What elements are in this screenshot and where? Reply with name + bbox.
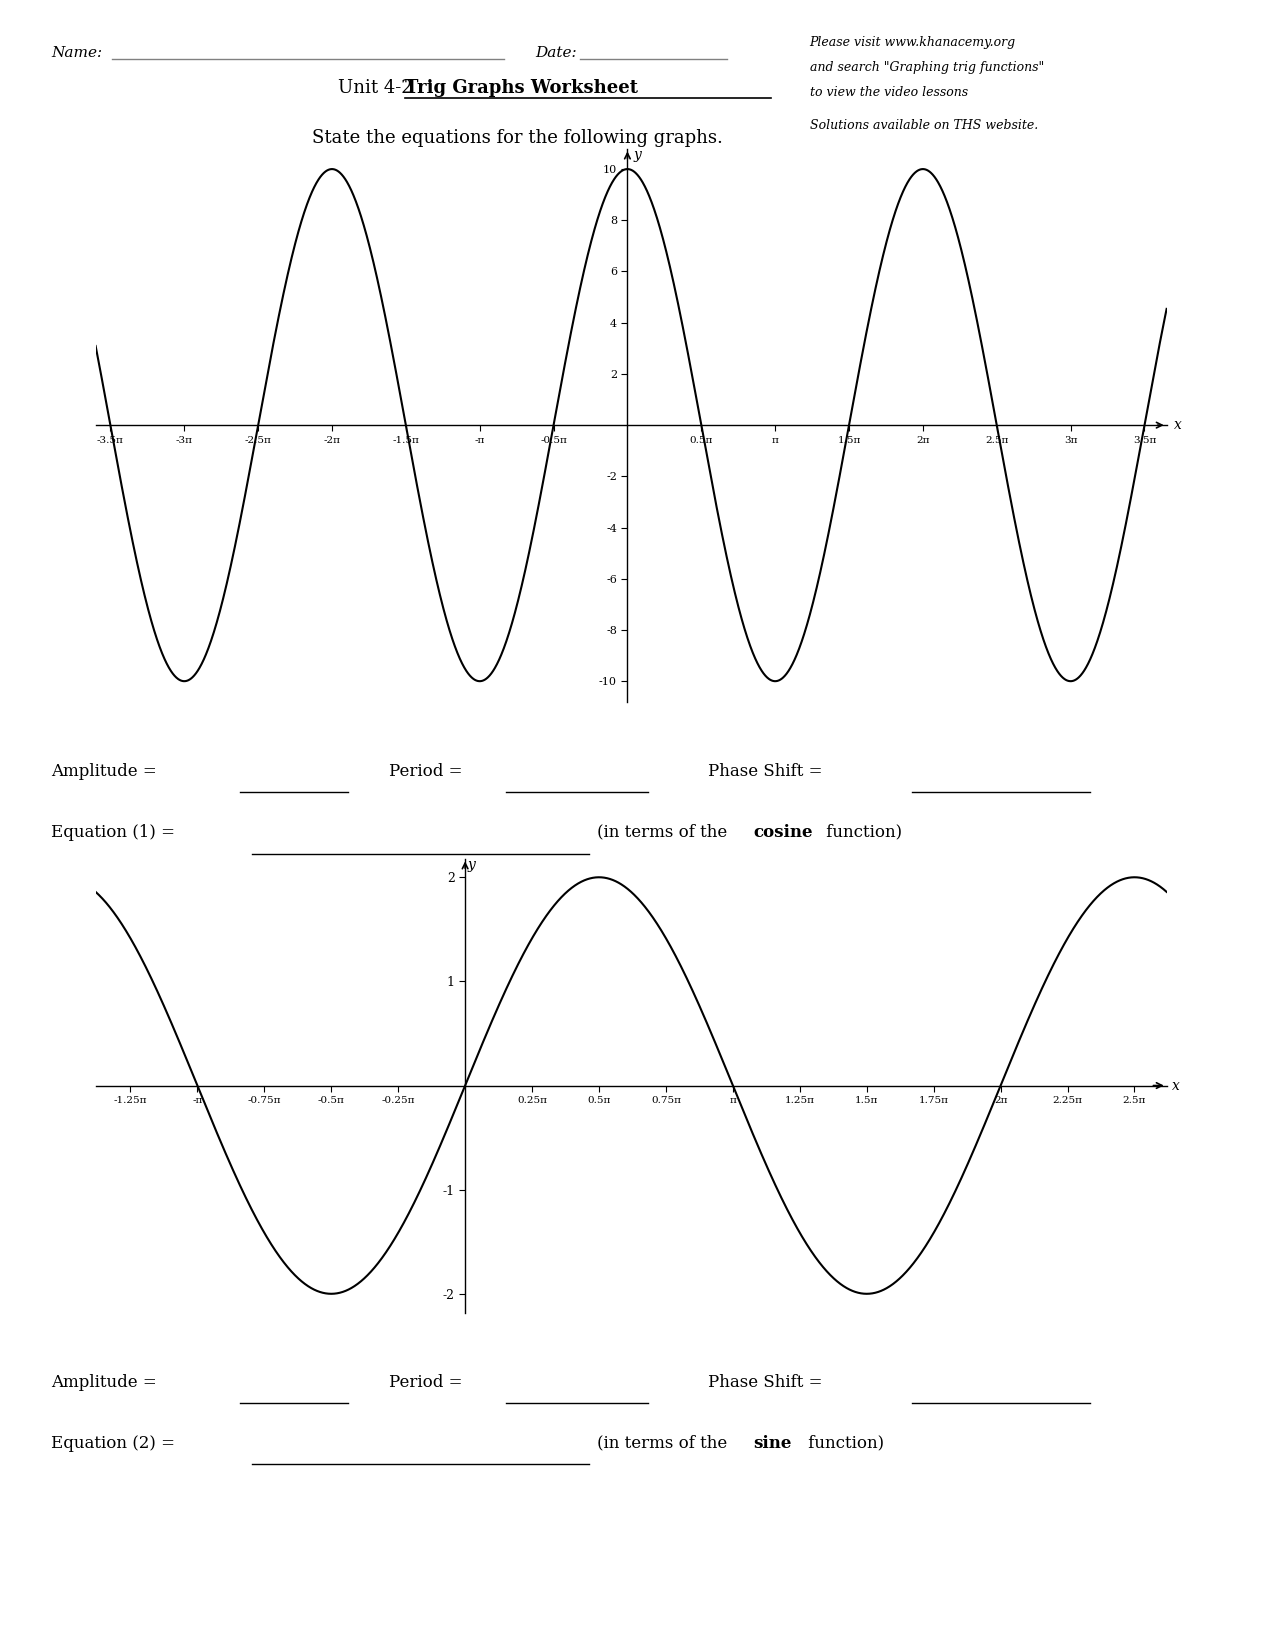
Text: to view the video lessons: to view the video lessons	[810, 86, 968, 99]
Text: function): function)	[821, 824, 903, 840]
Text: and search "Graphing trig functions": and search "Graphing trig functions"	[810, 61, 1044, 74]
Text: Trig Graphs Worksheet: Trig Graphs Worksheet	[405, 79, 639, 97]
Text: Amplitude =: Amplitude =	[51, 1374, 162, 1390]
Text: State the equations for the following graphs.: State the equations for the following gr…	[312, 129, 723, 147]
Text: y: y	[467, 859, 476, 872]
Text: y: y	[634, 149, 641, 162]
Text: Equation (1) =: Equation (1) =	[51, 824, 180, 840]
Text: Phase Shift =: Phase Shift =	[708, 763, 827, 779]
Text: Equation (2) =: Equation (2) =	[51, 1435, 180, 1451]
Text: Unit 4-2: Unit 4-2	[338, 79, 431, 97]
Text: cosine: cosine	[754, 824, 813, 840]
Text: (in terms of the: (in terms of the	[597, 1435, 732, 1451]
Text: function): function)	[803, 1435, 885, 1451]
Text: x: x	[1172, 1078, 1179, 1093]
Text: Amplitude =: Amplitude =	[51, 763, 162, 779]
Text: Date:: Date:	[536, 46, 578, 59]
Text: Phase Shift =: Phase Shift =	[708, 1374, 827, 1390]
Text: (in terms of the: (in terms of the	[597, 824, 732, 840]
Text: Solutions available on THS website.: Solutions available on THS website.	[810, 119, 1038, 132]
Text: Name:: Name:	[51, 46, 102, 59]
Text: Please visit www.khanacemy.org: Please visit www.khanacemy.org	[810, 36, 1016, 50]
Text: Period =: Period =	[389, 1374, 468, 1390]
Text: Period =: Period =	[389, 763, 468, 779]
Text: x: x	[1174, 418, 1182, 433]
Text: sine: sine	[754, 1435, 792, 1451]
